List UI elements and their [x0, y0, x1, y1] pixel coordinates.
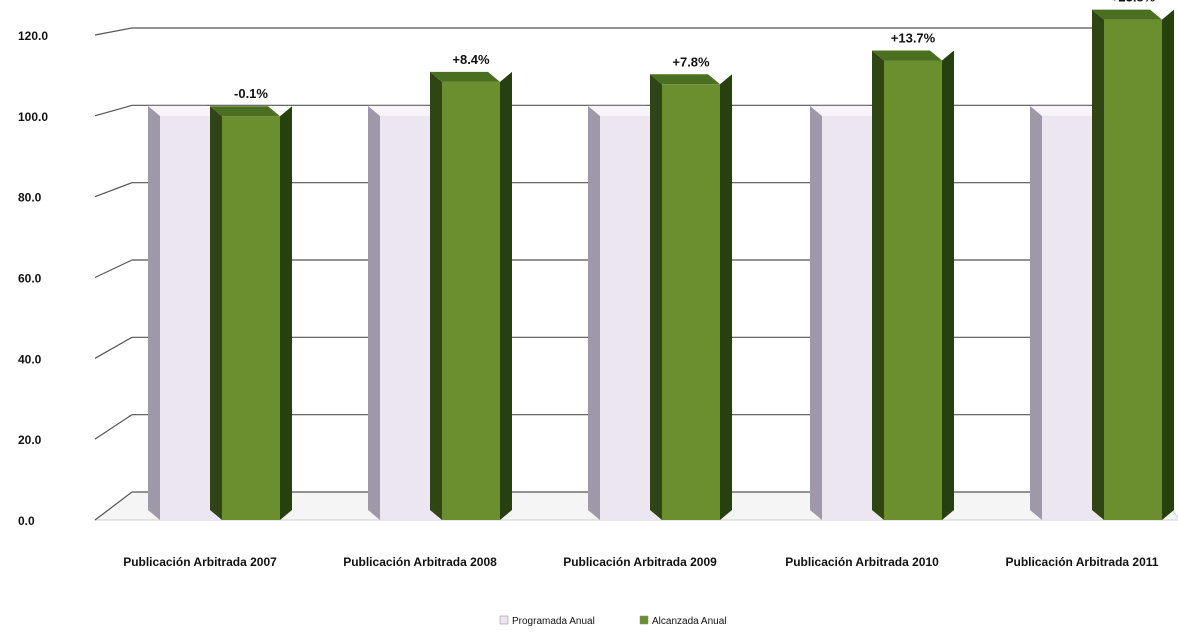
bar-0-2 [600, 115, 658, 520]
bar-1-1 [442, 81, 500, 520]
bar-top-1-3 [872, 50, 942, 61]
grid-line-depth-0 [94, 491, 133, 521]
legend-label-1: Alcanzada Anual [652, 616, 727, 627]
data-label-3: +13.7% [891, 30, 936, 45]
y-tick-label-5: 100.0 [18, 110, 48, 124]
bar-top-0-3 [810, 105, 880, 116]
bar-1-0 [222, 116, 280, 521]
bar-top-0-4 [1030, 105, 1100, 116]
bar-back-side-1-4 [1162, 9, 1174, 521]
bar-0-4 [1042, 115, 1100, 520]
grid-line-depth-3 [94, 259, 133, 279]
category-label-2: Publicación Arbitrada 2009 [563, 555, 717, 569]
bar-top-1-4 [1092, 9, 1162, 20]
bar-top-1-0 [210, 106, 280, 117]
data-label-1: +8.4% [452, 52, 490, 67]
y-tick-label-2: 40.0 [18, 352, 42, 366]
category-label-0: Publicación Arbitrada 2007 [123, 555, 277, 569]
bar-side-1-1 [430, 71, 442, 520]
legend-swatch-0 [499, 615, 509, 625]
y-tick-label-3: 60.0 [18, 272, 42, 286]
bar-1-2 [662, 84, 720, 520]
data-label-2: +7.8% [672, 54, 710, 69]
bar-top-1-2 [650, 74, 720, 85]
category-label-3: Publicación Arbitrada 2010 [785, 555, 939, 569]
grid-line-depth-2 [94, 336, 133, 359]
legend-swatch-1 [639, 615, 649, 625]
category-label-1: Publicación Arbitrada 2008 [343, 555, 497, 569]
bar-0-0 [160, 115, 218, 520]
bar-top-1-1 [430, 71, 500, 82]
category-label-4: Publicación Arbitrada 2011 [1006, 555, 1159, 569]
bar-top-0-0 [148, 105, 218, 116]
data-label-4: +23.8% [1111, 0, 1156, 5]
bar-top-0-1 [368, 105, 438, 116]
bar-back-side-1-0 [280, 106, 292, 521]
grid-line-depth-4 [94, 182, 133, 198]
bar-top-0-2 [588, 105, 658, 116]
bar-side-1-0 [210, 106, 222, 521]
bar-side-0-3 [810, 105, 822, 520]
bar-side-1-3 [872, 50, 884, 521]
y-tick-label-0: 0.0 [18, 514, 35, 528]
grid-line-depth-1 [94, 414, 133, 440]
bar-side-1-2 [650, 74, 662, 520]
bar-0-3 [822, 115, 880, 520]
bar-0-1 [380, 115, 438, 520]
bar-side-0-1 [368, 105, 380, 520]
y-tick-label-6: 120.0 [18, 29, 48, 43]
bar-side-0-0 [148, 105, 160, 520]
bar-side-0-2 [588, 105, 600, 520]
bar-back-side-1-1 [500, 71, 512, 520]
bar-back-side-1-3 [942, 50, 954, 521]
bar-side-0-4 [1030, 105, 1042, 520]
bar-1-4 [1104, 19, 1162, 521]
data-label-0: -0.1% [234, 86, 268, 101]
legend-label-0: Programada Anual [512, 616, 595, 627]
grid-line-depth-6 [94, 27, 133, 36]
grid-line-depth-5 [94, 104, 133, 117]
bar-back-side-1-2 [720, 74, 732, 520]
y-tick-label-4: 80.0 [18, 191, 42, 205]
bar-1-3 [884, 60, 942, 521]
bar-side-1-4 [1092, 9, 1104, 521]
y-tick-label-1: 20.0 [18, 433, 42, 447]
